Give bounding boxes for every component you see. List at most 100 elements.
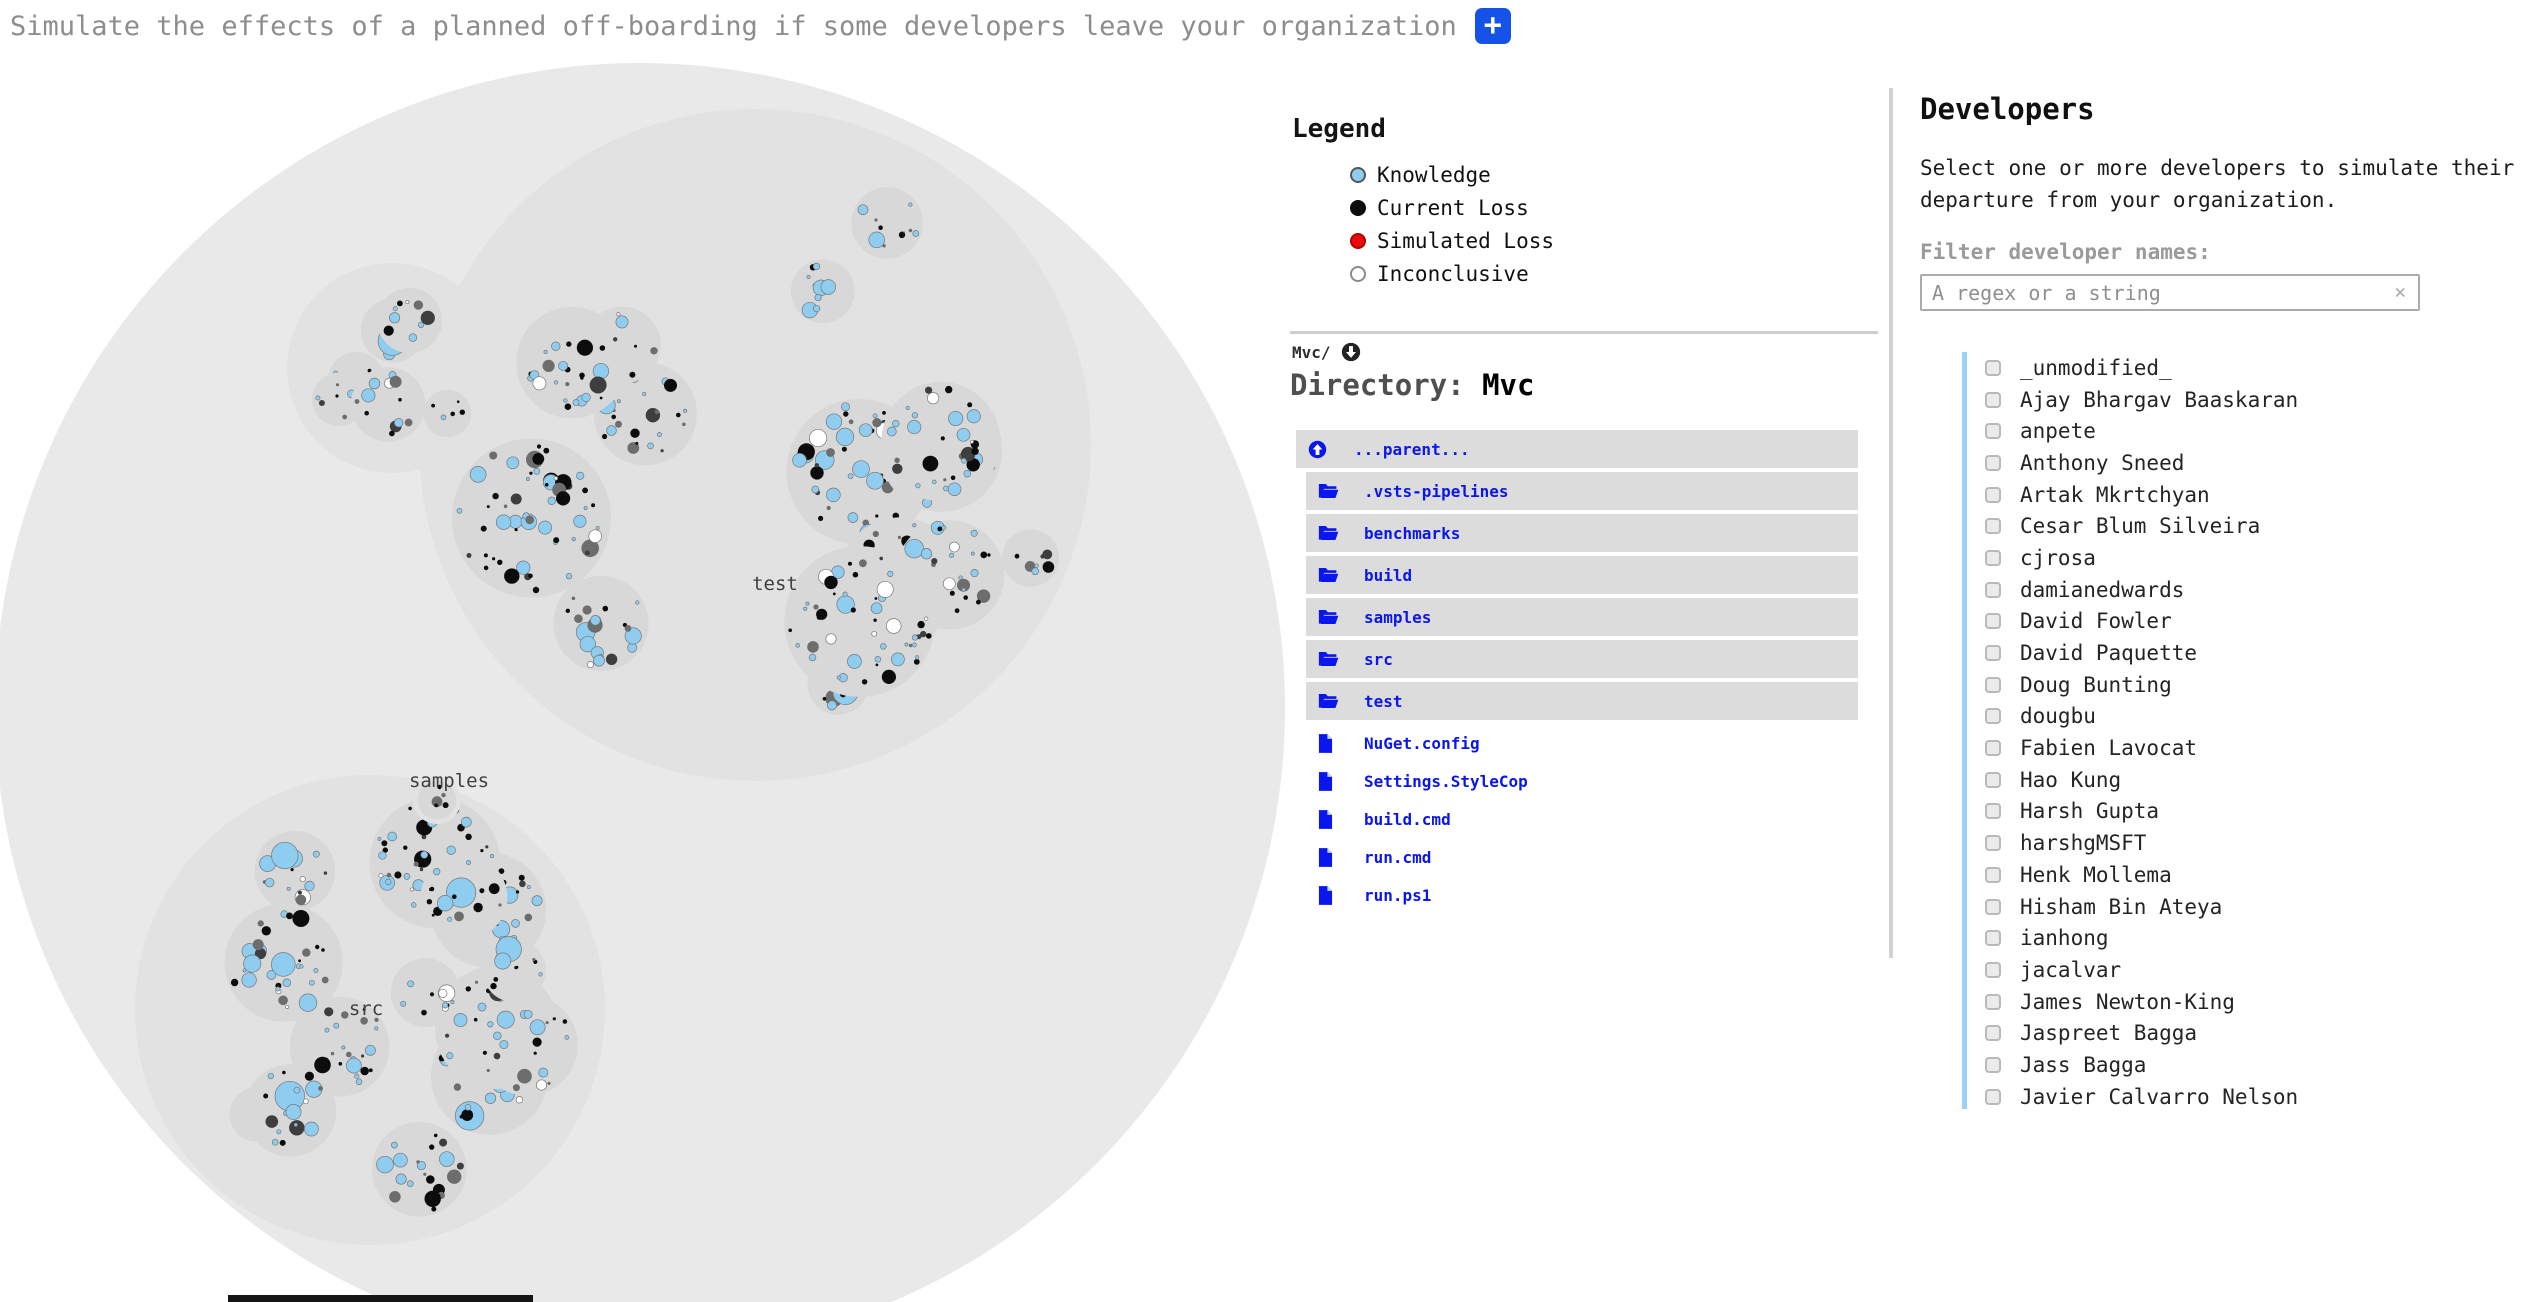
- filter-input[interactable]: [1920, 274, 2420, 311]
- developer-checkbox[interactable]: [1985, 1025, 2001, 1042]
- developer-checkbox[interactable]: [1985, 961, 2001, 978]
- item-label: build.cmd: [1364, 809, 1451, 829]
- developer-row[interactable]: Javier Calvarro Nelson: [1985, 1081, 2537, 1109]
- legend: Legend Knowledge Current Loss Simulated Lo…: [1292, 114, 1554, 290]
- folder-item-build[interactable]: build: [1306, 556, 1858, 594]
- developer-row[interactable]: Hisham Bin Ateya: [1985, 891, 2537, 923]
- legend-swatch: [1350, 199, 1366, 216]
- developer-row[interactable]: Anthony Sneed: [1985, 447, 2537, 479]
- file-item-run-cmd[interactable]: run.cmd: [1306, 838, 1858, 876]
- file-item-build-cmd[interactable]: build.cmd: [1306, 800, 1858, 838]
- breadcrumb-path[interactable]: Mvc/: [1292, 342, 1331, 362]
- page-title: Simulate the effects of a planned off-bo…: [10, 10, 1457, 42]
- folder-icon: [1318, 650, 1342, 668]
- developer-checkbox[interactable]: [1985, 835, 2001, 852]
- developer-row[interactable]: Hao Kung: [1985, 764, 2537, 796]
- developer-name: Doug Bunting: [2020, 672, 2172, 697]
- developer-row[interactable]: jacalvar: [1985, 954, 2537, 986]
- developer-row[interactable]: ianhong: [1985, 922, 2537, 954]
- item-label: benchmarks: [1364, 523, 1461, 543]
- developer-checkbox[interactable]: [1985, 645, 2001, 662]
- folder-item-samples[interactable]: samples: [1306, 598, 1858, 636]
- developer-checkbox[interactable]: [1985, 454, 2001, 471]
- item-label: ...parent...: [1354, 439, 1470, 459]
- developer-checkbox[interactable]: [1985, 993, 2001, 1010]
- developer-row[interactable]: harshgMSFT: [1985, 827, 2537, 859]
- developer-row[interactable]: _unmodified_: [1985, 352, 2537, 384]
- legend-label: Simulated Loss: [1377, 228, 1555, 253]
- developer-checkbox[interactable]: [1985, 898, 2001, 915]
- developer-name: cjrosa: [2020, 545, 2096, 570]
- developer-checkbox[interactable]: [1985, 803, 2001, 820]
- developer-row[interactable]: Ajay Bhargav Baaskaran: [1985, 384, 2537, 416]
- developer-row[interactable]: Harsh Gupta: [1985, 796, 2537, 828]
- developer-row[interactable]: Jass Bagga: [1985, 1049, 2537, 1081]
- developer-row[interactable]: David Fowler: [1985, 606, 2537, 638]
- developer-checkbox[interactable]: [1985, 581, 2001, 598]
- developer-row[interactable]: Cesar Blum Silveira: [1985, 510, 2537, 542]
- item-label: test: [1364, 691, 1403, 711]
- developer-list[interactable]: _unmodified_ Ajay Bhargav Baaskaran anpete…: [1962, 352, 2537, 1109]
- file-item-Settings-StyleCop[interactable]: Settings.StyleCop: [1306, 762, 1858, 800]
- file-item-run-ps1[interactable]: run.ps1: [1306, 876, 1858, 914]
- developer-name: James Newton-King: [2020, 989, 2235, 1014]
- developer-checkbox[interactable]: [1985, 866, 2001, 883]
- developer-checkbox[interactable]: [1985, 676, 2001, 693]
- developer-checkbox[interactable]: [1985, 1056, 2001, 1073]
- developer-checkbox[interactable]: [1985, 359, 2001, 376]
- developer-checkbox[interactable]: [1985, 518, 2001, 535]
- developer-name: Ajay Bhargav Baaskaran: [2020, 387, 2299, 412]
- developer-row[interactable]: Artak Mkrtchyan: [1985, 479, 2537, 511]
- developer-checkbox[interactable]: [1985, 740, 2001, 757]
- folder-item-test[interactable]: test: [1306, 682, 1858, 720]
- developer-checkbox[interactable]: [1985, 613, 2001, 630]
- clear-filter-icon[interactable]: ✕: [2394, 281, 2406, 303]
- developer-checkbox[interactable]: [1985, 486, 2001, 503]
- developer-row[interactable]: David Paquette: [1985, 637, 2537, 669]
- legend-label: Knowledge: [1377, 162, 1491, 187]
- filter-label: Filter developer names:: [1920, 240, 2211, 264]
- developer-name: Hisham Bin Ateya: [2020, 894, 2223, 919]
- developer-checkbox[interactable]: [1985, 391, 2001, 408]
- developer-row[interactable]: Doug Bunting: [1985, 669, 2537, 701]
- vertical-divider: [1889, 88, 1893, 958]
- up-arrow-icon: [1308, 440, 1332, 459]
- folder-icon: [1318, 566, 1342, 584]
- developer-row[interactable]: dougbu: [1985, 701, 2537, 733]
- item-label: Settings.StyleCop: [1364, 771, 1528, 791]
- legend-item: Inconclusive: [1350, 257, 1554, 290]
- folder-item-src[interactable]: src: [1306, 640, 1858, 678]
- developer-name: _unmodified_: [2020, 355, 2172, 380]
- download-icon[interactable]: [1341, 342, 1361, 362]
- developer-checkbox[interactable]: [1985, 708, 2001, 725]
- file-item-NuGet-config[interactable]: NuGet.config: [1306, 724, 1858, 762]
- clipped-element-below: [228, 1295, 533, 1302]
- folder-item--vsts-pipelines[interactable]: .vsts-pipelines: [1306, 472, 1858, 510]
- directory-heading-label: Directory:: [1290, 368, 1465, 402]
- developer-row[interactable]: anpete: [1985, 415, 2537, 447]
- folder-item-benchmarks[interactable]: benchmarks: [1306, 514, 1858, 552]
- developer-row[interactable]: cjrosa: [1985, 542, 2537, 574]
- developer-row[interactable]: James Newton-King: [1985, 986, 2537, 1018]
- developer-checkbox[interactable]: [1985, 423, 2001, 440]
- developer-name: David Paquette: [2020, 641, 2198, 666]
- developer-row[interactable]: damianedwards: [1985, 574, 2537, 606]
- developer-checkbox[interactable]: [1985, 930, 2001, 947]
- item-label: .vsts-pipelines: [1364, 481, 1509, 501]
- developer-checkbox[interactable]: [1985, 549, 2001, 566]
- developer-checkbox[interactable]: [1985, 1088, 2001, 1105]
- add-button[interactable]: +: [1474, 8, 1511, 44]
- developer-row[interactable]: Jaspreet Bagga: [1985, 1017, 2537, 1049]
- developer-checkbox[interactable]: [1985, 771, 2001, 788]
- file-icon: [1318, 885, 1342, 905]
- developer-name: Henk Mollema: [2020, 862, 2172, 887]
- developer-row[interactable]: Fabien Lavocat: [1985, 732, 2537, 764]
- parent-directory-item[interactable]: ...parent...: [1296, 430, 1858, 468]
- developer-row[interactable]: Henk Mollema: [1985, 859, 2537, 891]
- developer-name: dougbu: [2020, 704, 2096, 729]
- knowledge-map[interactable]: test samples src: [0, 60, 1290, 1302]
- app-header: Simulate the effects of a planned off-bo…: [10, 8, 1511, 44]
- developers-title: Developers: [1920, 92, 2095, 126]
- legend-label: Current Loss: [1377, 195, 1529, 220]
